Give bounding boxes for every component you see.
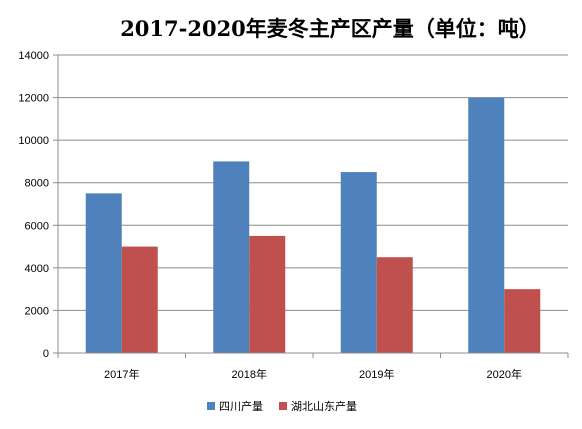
y-tick-label: 0 xyxy=(43,348,49,360)
legend-swatch xyxy=(207,402,215,410)
x-tick-label: 2020年 xyxy=(487,367,522,381)
x-tick-label: 2019年 xyxy=(359,367,394,381)
legend-label: 四川产量 xyxy=(219,399,263,413)
y-tick-label: 12000 xyxy=(18,93,49,105)
y-tick-label: 4000 xyxy=(25,263,49,275)
x-axis: 2017年 2018年 2019年 2020年 xyxy=(57,352,569,381)
bar-hubei-shandong-3 xyxy=(504,289,541,353)
bar-sichuan-2 xyxy=(340,172,377,353)
bar-sichuan-3 xyxy=(468,97,505,353)
bar-hubei-shandong-2 xyxy=(376,257,413,353)
legend: 四川产量 湖北山东产量 xyxy=(207,399,357,413)
bars xyxy=(85,97,541,353)
y-tick-label: 6000 xyxy=(25,220,49,232)
y-tick-label: 14000 xyxy=(18,50,49,62)
x-tick-label: 2018年 xyxy=(232,367,267,381)
x-tick-label: 2017年 xyxy=(104,367,139,381)
bar-sichuan-0 xyxy=(85,193,122,353)
legend-swatch xyxy=(279,402,287,410)
y-tick-label: 8000 xyxy=(25,178,49,190)
chart-title: 2017-2020年麦冬主产区产量（单位：吨） xyxy=(120,16,540,41)
bar-hubei-shandong-0 xyxy=(121,246,158,353)
y-axis: 0 2000 4000 6000 8000 10000 12000 14000 xyxy=(18,50,59,360)
y-tick-label: 2000 xyxy=(25,305,49,317)
bar-sichuan-1 xyxy=(213,161,250,353)
bar-hubei-shandong-1 xyxy=(249,235,286,353)
legend-label: 湖北山东产量 xyxy=(291,399,357,413)
y-tick-label: 10000 xyxy=(18,135,49,147)
